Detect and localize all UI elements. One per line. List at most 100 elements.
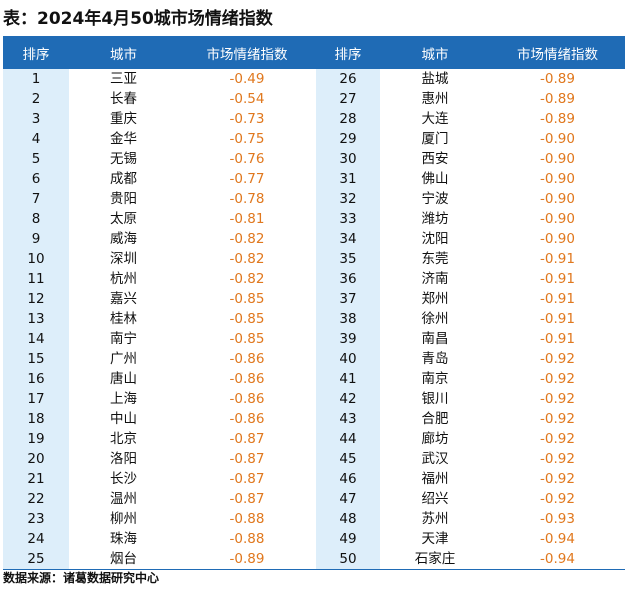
table-row: 4 金华 -0.75 29 厦门 -0.90 <box>3 129 625 149</box>
rank-cell: 34 <box>316 229 380 249</box>
rank-cell: 18 <box>3 409 69 429</box>
city-cell: 成都 <box>110 171 137 187</box>
rank-cell: 49 <box>316 529 380 549</box>
index-value-cell: -0.91 <box>540 311 575 327</box>
table-row: 6 成都 -0.77 31 佛山 -0.90 <box>3 169 625 189</box>
rank-cell: 19 <box>3 429 69 449</box>
city-cell: 珠海 <box>110 531 137 547</box>
city-cell: 长春 <box>110 91 137 107</box>
city-cell: 沈阳 <box>421 231 449 247</box>
rank-cell: 46 <box>316 469 380 489</box>
city-cell: 东莞 <box>421 251 449 267</box>
city-cell: 西安 <box>421 151 449 167</box>
table-row: 16 唐山 -0.86 41 南京 -0.92 <box>3 369 625 389</box>
index-value-cell: -0.86 <box>229 391 265 407</box>
city-cell: 烟台 <box>69 549 178 570</box>
index-value-cell: -0.76 <box>229 151 265 167</box>
city-cell: 唐山 <box>110 371 137 387</box>
city-cell: 郑州 <box>421 291 449 307</box>
city-cell: 石家庄 <box>380 549 490 570</box>
table-row: 23 柳州 -0.88 48 苏州 -0.93 <box>3 509 625 529</box>
city-cell: 大连 <box>421 111 449 127</box>
rank-cell: 2 <box>3 89 69 109</box>
city-cell: 长沙 <box>110 471 137 487</box>
table-row: 15 广州 -0.86 40 青岛 -0.92 <box>3 349 625 369</box>
index-value-cell: -0.54 <box>229 91 265 107</box>
rank-cell: 25 <box>3 549 69 570</box>
table-row: 24 珠海 -0.88 49 天津 -0.94 <box>3 529 625 549</box>
city-cell: 武汉 <box>421 451 449 467</box>
rank-cell: 41 <box>316 369 380 389</box>
index-value-cell: -0.92 <box>540 411 575 427</box>
city-cell: 合肥 <box>421 411 449 427</box>
city-cell: 北京 <box>110 431 137 447</box>
city-cell: 温州 <box>110 491 137 507</box>
index-value-cell: -0.86 <box>229 371 265 387</box>
index-value-cell: -0.90 <box>540 191 575 207</box>
data-source-note: 数据来源：诸葛数据研究中心 <box>3 571 160 585</box>
index-value-cell: -0.92 <box>540 451 575 467</box>
table-row: 2 长春 -0.54 27 惠州 -0.89 <box>3 89 625 109</box>
table-row: 12 嘉兴 -0.85 37 郑州 -0.91 <box>3 289 625 309</box>
city-cell: 惠州 <box>421 91 449 107</box>
city-cell: 深圳 <box>110 251 137 267</box>
table-row: 7 贵阳 -0.78 32 宁波 -0.90 <box>3 189 625 209</box>
rank-cell: 16 <box>3 369 69 389</box>
sentiment-index-table: 排序 城市 市场情绪指数 排序 城市 市场情绪指数 1 三亚 -0.49 26 盐城 -0… <box>3 36 625 570</box>
index-value-cell: -0.93 <box>540 511 575 527</box>
rank-cell: 13 <box>3 309 69 329</box>
city-cell: 南宁 <box>110 331 137 347</box>
city-cell: 济南 <box>421 271 449 287</box>
rank-cell: 8 <box>3 209 69 229</box>
city-cell: 无锡 <box>110 151 137 167</box>
city-cell: 广州 <box>110 351 137 367</box>
index-value-cell: -0.94 <box>490 549 625 570</box>
rank-cell: 21 <box>3 469 69 489</box>
city-cell: 苏州 <box>421 511 449 527</box>
city-cell: 南京 <box>421 371 449 387</box>
city-cell: 福州 <box>421 471 449 487</box>
rank-cell: 4 <box>3 129 69 149</box>
index-value-cell: -0.86 <box>229 411 265 427</box>
table-row: 19 北京 -0.87 44 廊坊 -0.92 <box>3 429 625 449</box>
table-row: 10 深圳 -0.82 35 东莞 -0.91 <box>3 249 625 269</box>
rank-cell: 36 <box>316 269 380 289</box>
city-cell: 盐城 <box>421 71 449 87</box>
table-row: 8 太原 -0.81 33 潍坊 -0.90 <box>3 209 625 229</box>
rank-cell: 38 <box>316 309 380 329</box>
index-value-cell: -0.86 <box>229 351 265 367</box>
city-cell: 中山 <box>110 411 137 427</box>
table-row: 25 烟台 -0.89 50 石家庄 -0.94 <box>3 549 625 570</box>
city-cell: 杭州 <box>110 271 137 287</box>
index-value-cell: -0.89 <box>540 71 575 87</box>
rank-cell: 14 <box>3 329 69 349</box>
city-cell: 厦门 <box>421 131 449 147</box>
index-value-cell: -0.92 <box>540 471 575 487</box>
index-value-cell: -0.92 <box>540 391 575 407</box>
table-row: 5 无锡 -0.76 30 西安 -0.90 <box>3 149 625 169</box>
index-value-cell: -0.82 <box>229 251 265 267</box>
index-value-cell: -0.88 <box>229 511 265 527</box>
table-row: 11 杭州 -0.82 36 济南 -0.91 <box>3 269 625 289</box>
rank-cell: 11 <box>3 269 69 289</box>
index-value-cell: -0.92 <box>540 371 575 387</box>
rank-cell: 27 <box>316 89 380 109</box>
rank-cell: 6 <box>3 169 69 189</box>
index-value-cell: -0.49 <box>229 71 265 87</box>
city-cell: 贵阳 <box>110 191 137 207</box>
rank-cell: 9 <box>3 229 69 249</box>
table-row: 1 三亚 -0.49 26 盐城 -0.89 <box>3 69 625 89</box>
index-value-cell: -0.85 <box>229 311 265 327</box>
rank-cell: 42 <box>316 389 380 409</box>
city-cell: 天津 <box>421 531 449 547</box>
city-cell: 嘉兴 <box>110 291 137 307</box>
rank-cell: 7 <box>3 189 69 209</box>
header-city-left: 城市 <box>69 36 178 69</box>
table-row: 3 重庆 -0.73 28 大连 -0.89 <box>3 109 625 129</box>
header-rank-left: 排序 <box>3 36 69 69</box>
index-value-cell: -0.90 <box>540 171 575 187</box>
index-value-cell: -0.88 <box>229 531 265 547</box>
index-value-cell: -0.87 <box>229 491 265 507</box>
index-value-cell: -0.75 <box>229 131 265 147</box>
header-index-right: 市场情绪指数 <box>490 36 625 69</box>
